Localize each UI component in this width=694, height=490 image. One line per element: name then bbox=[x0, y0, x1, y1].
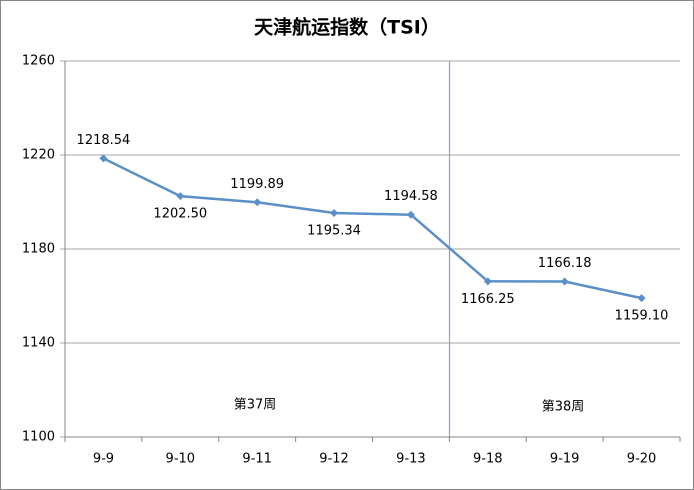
x-tick-label: 9-11 bbox=[242, 452, 272, 467]
y-tick-label: 1220 bbox=[22, 148, 55, 163]
point bbox=[176, 192, 185, 201]
x-tick-label: 9-9 bbox=[93, 452, 114, 467]
data-label: 1195.34 bbox=[307, 223, 361, 238]
annotation: 第38周 bbox=[542, 400, 585, 415]
point bbox=[483, 277, 492, 286]
y-tick-label: 1260 bbox=[22, 54, 55, 69]
point bbox=[330, 208, 339, 217]
x-tick-label: 9-18 bbox=[473, 452, 503, 467]
data-label: 1166.25 bbox=[461, 292, 515, 307]
point bbox=[406, 210, 415, 219]
x-tick-label: 9-19 bbox=[550, 452, 580, 467]
chart-title: 天津航运指数（TSI） bbox=[254, 16, 440, 39]
line bbox=[102, 157, 642, 300]
x-tick-label: 9-13 bbox=[396, 452, 426, 467]
x-tick-label: 9-10 bbox=[166, 452, 196, 467]
x-tick-label: 9-20 bbox=[627, 452, 657, 467]
data-label: 1159.10 bbox=[615, 309, 669, 324]
point bbox=[637, 294, 646, 303]
point bbox=[99, 154, 108, 163]
y-tick-label: 1140 bbox=[22, 336, 55, 351]
data-label: 1166.18 bbox=[538, 256, 592, 271]
x-tick-label: 9-12 bbox=[319, 452, 349, 467]
point bbox=[560, 277, 569, 286]
data-label: 1194.58 bbox=[384, 189, 438, 204]
y-tick-label: 1100 bbox=[22, 430, 55, 445]
data-label: 1199.89 bbox=[230, 177, 284, 192]
data-label: 1218.54 bbox=[77, 133, 131, 148]
annotation: 第37周 bbox=[234, 398, 277, 413]
point bbox=[253, 198, 262, 207]
data-label: 1202.50 bbox=[153, 207, 207, 222]
y-tick-label: 1180 bbox=[22, 242, 55, 257]
